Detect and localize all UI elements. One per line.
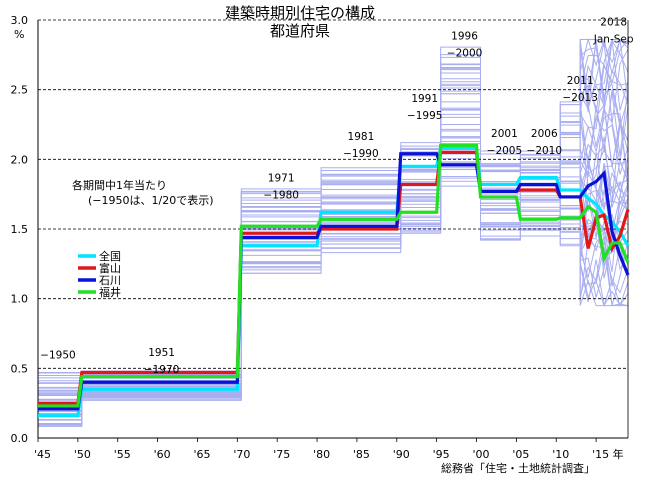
chart-title: 建築時期別住宅の構成 (225, 4, 375, 22)
y-unit-label: % (14, 28, 24, 41)
y-tick-label: 0.0 (11, 432, 29, 445)
series-lines (38, 143, 630, 418)
legend-label: 富山 (99, 261, 121, 275)
x-tick-label: '45 (34, 448, 51, 461)
y-axis: 0.0 0.5 1.0 1.5 2.0 2.5 3.0 (11, 14, 29, 445)
period-label: −1995 (407, 110, 443, 122)
period-label: 2001 (491, 128, 518, 140)
x-tick-label: '55 (114, 448, 131, 461)
period-label: −1950 (40, 350, 76, 362)
y-tick-label: 2.0 (11, 153, 29, 166)
period-label: −1970 (144, 364, 180, 376)
x-tick-label: '05 (512, 448, 529, 461)
period-label: 1981 (348, 131, 375, 143)
period-labels: −1950 1951 −1970 1971 −1980 1981 −1990 1991 −199… (40, 17, 634, 376)
x-tick-label: '70 (233, 448, 250, 461)
x-tick-label: '75 (273, 448, 290, 461)
x-tick-label: '80 (313, 448, 330, 461)
period-label: 1951 (148, 347, 175, 359)
prefecture-line (38, 78, 629, 391)
series-line-福井 (38, 143, 630, 408)
period-label: −1990 (343, 148, 379, 160)
x-tick-label: '95 (433, 448, 450, 461)
x-tick-label: '15 年 (592, 447, 624, 461)
period-label: Jan-Sep (593, 34, 634, 46)
period-label: 1991 (411, 93, 438, 105)
x-tick-label: '50 (74, 448, 91, 461)
period-label: −2010 (527, 145, 563, 157)
y-tick-label: 3.0 (11, 14, 29, 27)
note-line-2: (−1950は、1/20で表示) (88, 193, 214, 207)
x-tick-label: '65 (193, 448, 210, 461)
period-label: −1980 (263, 190, 299, 202)
period-label: 2018 (600, 17, 627, 29)
period-label: 2006 (531, 128, 558, 140)
legend-label: 石川 (99, 274, 121, 287)
y-tick-label: 1.0 (11, 293, 29, 306)
period-label: 2011 (567, 75, 594, 87)
x-tick-label: '10 (552, 448, 569, 461)
period-label: −2000 (447, 48, 483, 60)
prefecture-line (38, 37, 629, 376)
period-label: −2013 (562, 92, 598, 104)
x-tick-label: '90 (393, 448, 410, 461)
x-tick-label: '00 (473, 448, 490, 461)
plot-frame (37, 20, 629, 439)
period-label: −2005 (487, 145, 523, 157)
y-tick-label: 1.5 (11, 223, 29, 236)
x-axis: '45 '50 '55 '60 '65 '70 '75 '80 '85 '90 '95 '00 '05 '… (34, 438, 624, 461)
prefecture-line (38, 116, 629, 401)
note-line-1: 各期間中1年当たり (72, 178, 167, 192)
period-label: 1996 (451, 31, 478, 43)
y-tick-label: 2.5 (11, 84, 29, 97)
y-tick-label: 0.5 (11, 362, 29, 375)
x-tick-label: '60 (154, 448, 171, 461)
prefecture-line (38, 39, 629, 374)
legend-label: 福井 (99, 285, 121, 299)
chart-subtitle: 都道府県 (270, 22, 330, 40)
source-note: 総務省「住宅・土地統計調査」 (441, 461, 595, 475)
period-label: 1971 (268, 173, 295, 185)
legend-label: 全国 (99, 249, 121, 263)
x-tick-label: '85 (353, 448, 370, 461)
